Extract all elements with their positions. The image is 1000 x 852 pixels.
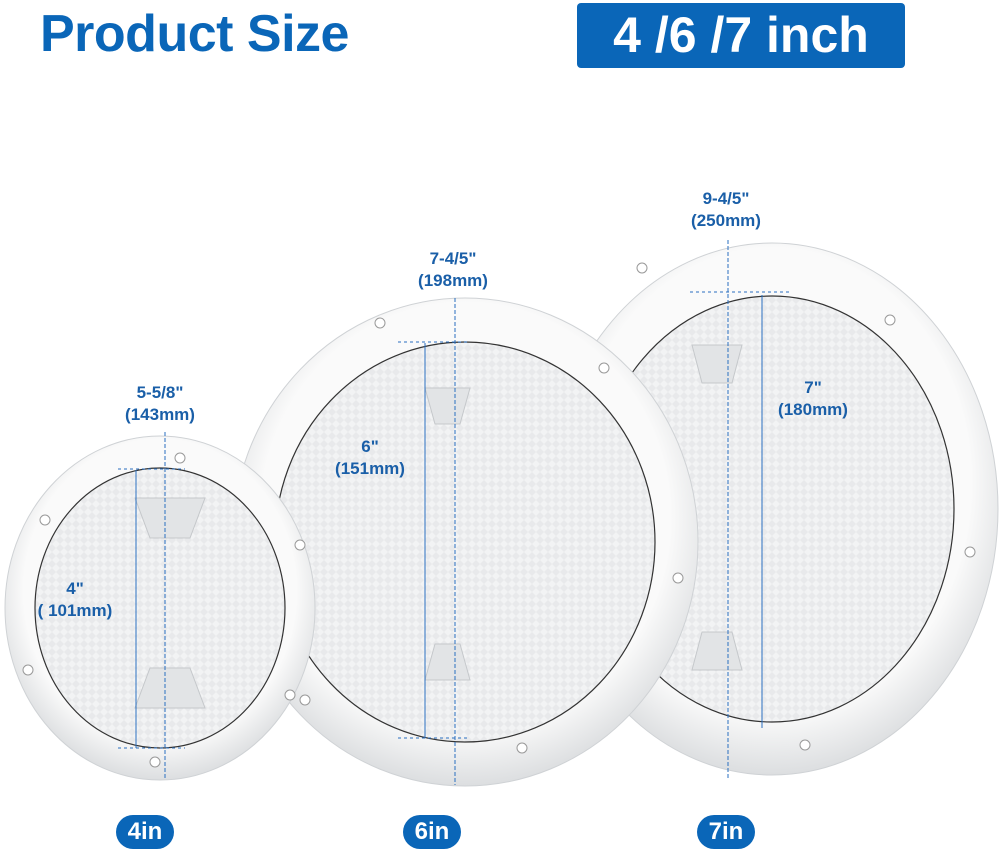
inner-inch-label: 4" [66, 579, 84, 598]
inner-inch-label: 6" [361, 437, 379, 456]
hatch-6in [231, 297, 699, 787]
outer-inch-label: 5-5/8" [136, 383, 184, 402]
outer-inch-label: 9-4/5" [702, 189, 750, 208]
inner-mm-label: ( 101mm) [37, 601, 113, 620]
dimension-outer-6in: 7-4/5" (198mm) [418, 248, 488, 292]
dimension-inner-4in: 4" ( 101mm) [38, 578, 113, 622]
outer-inch-label: 7-4/5" [429, 249, 477, 268]
outer-mm-label: (143mm) [125, 405, 195, 424]
outer-mm-label: (250mm) [691, 211, 761, 230]
page-title: Product Size [40, 5, 349, 63]
outer-mm-label: (198mm) [418, 271, 488, 290]
dimension-outer-4in: 5-5/8" (143mm) [125, 382, 195, 426]
inner-mm-label: (151mm) [335, 459, 405, 478]
dimension-outer-7in: 9-4/5" (250mm) [691, 188, 761, 232]
size-badge: 4 /6 /7 inch [577, 3, 905, 68]
size-label-4in: 4in [116, 815, 174, 849]
inner-inch-label: 7" [804, 378, 822, 397]
hatch-4in [4, 432, 316, 781]
dimension-inner-7in: 7" (180mm) [778, 377, 848, 421]
dimension-inner-6in: 6" (151mm) [335, 436, 405, 480]
inner-mm-label: (180mm) [778, 400, 848, 419]
size-label-7in: 7in [697, 815, 755, 849]
size-label-6in: 6in [403, 815, 461, 849]
